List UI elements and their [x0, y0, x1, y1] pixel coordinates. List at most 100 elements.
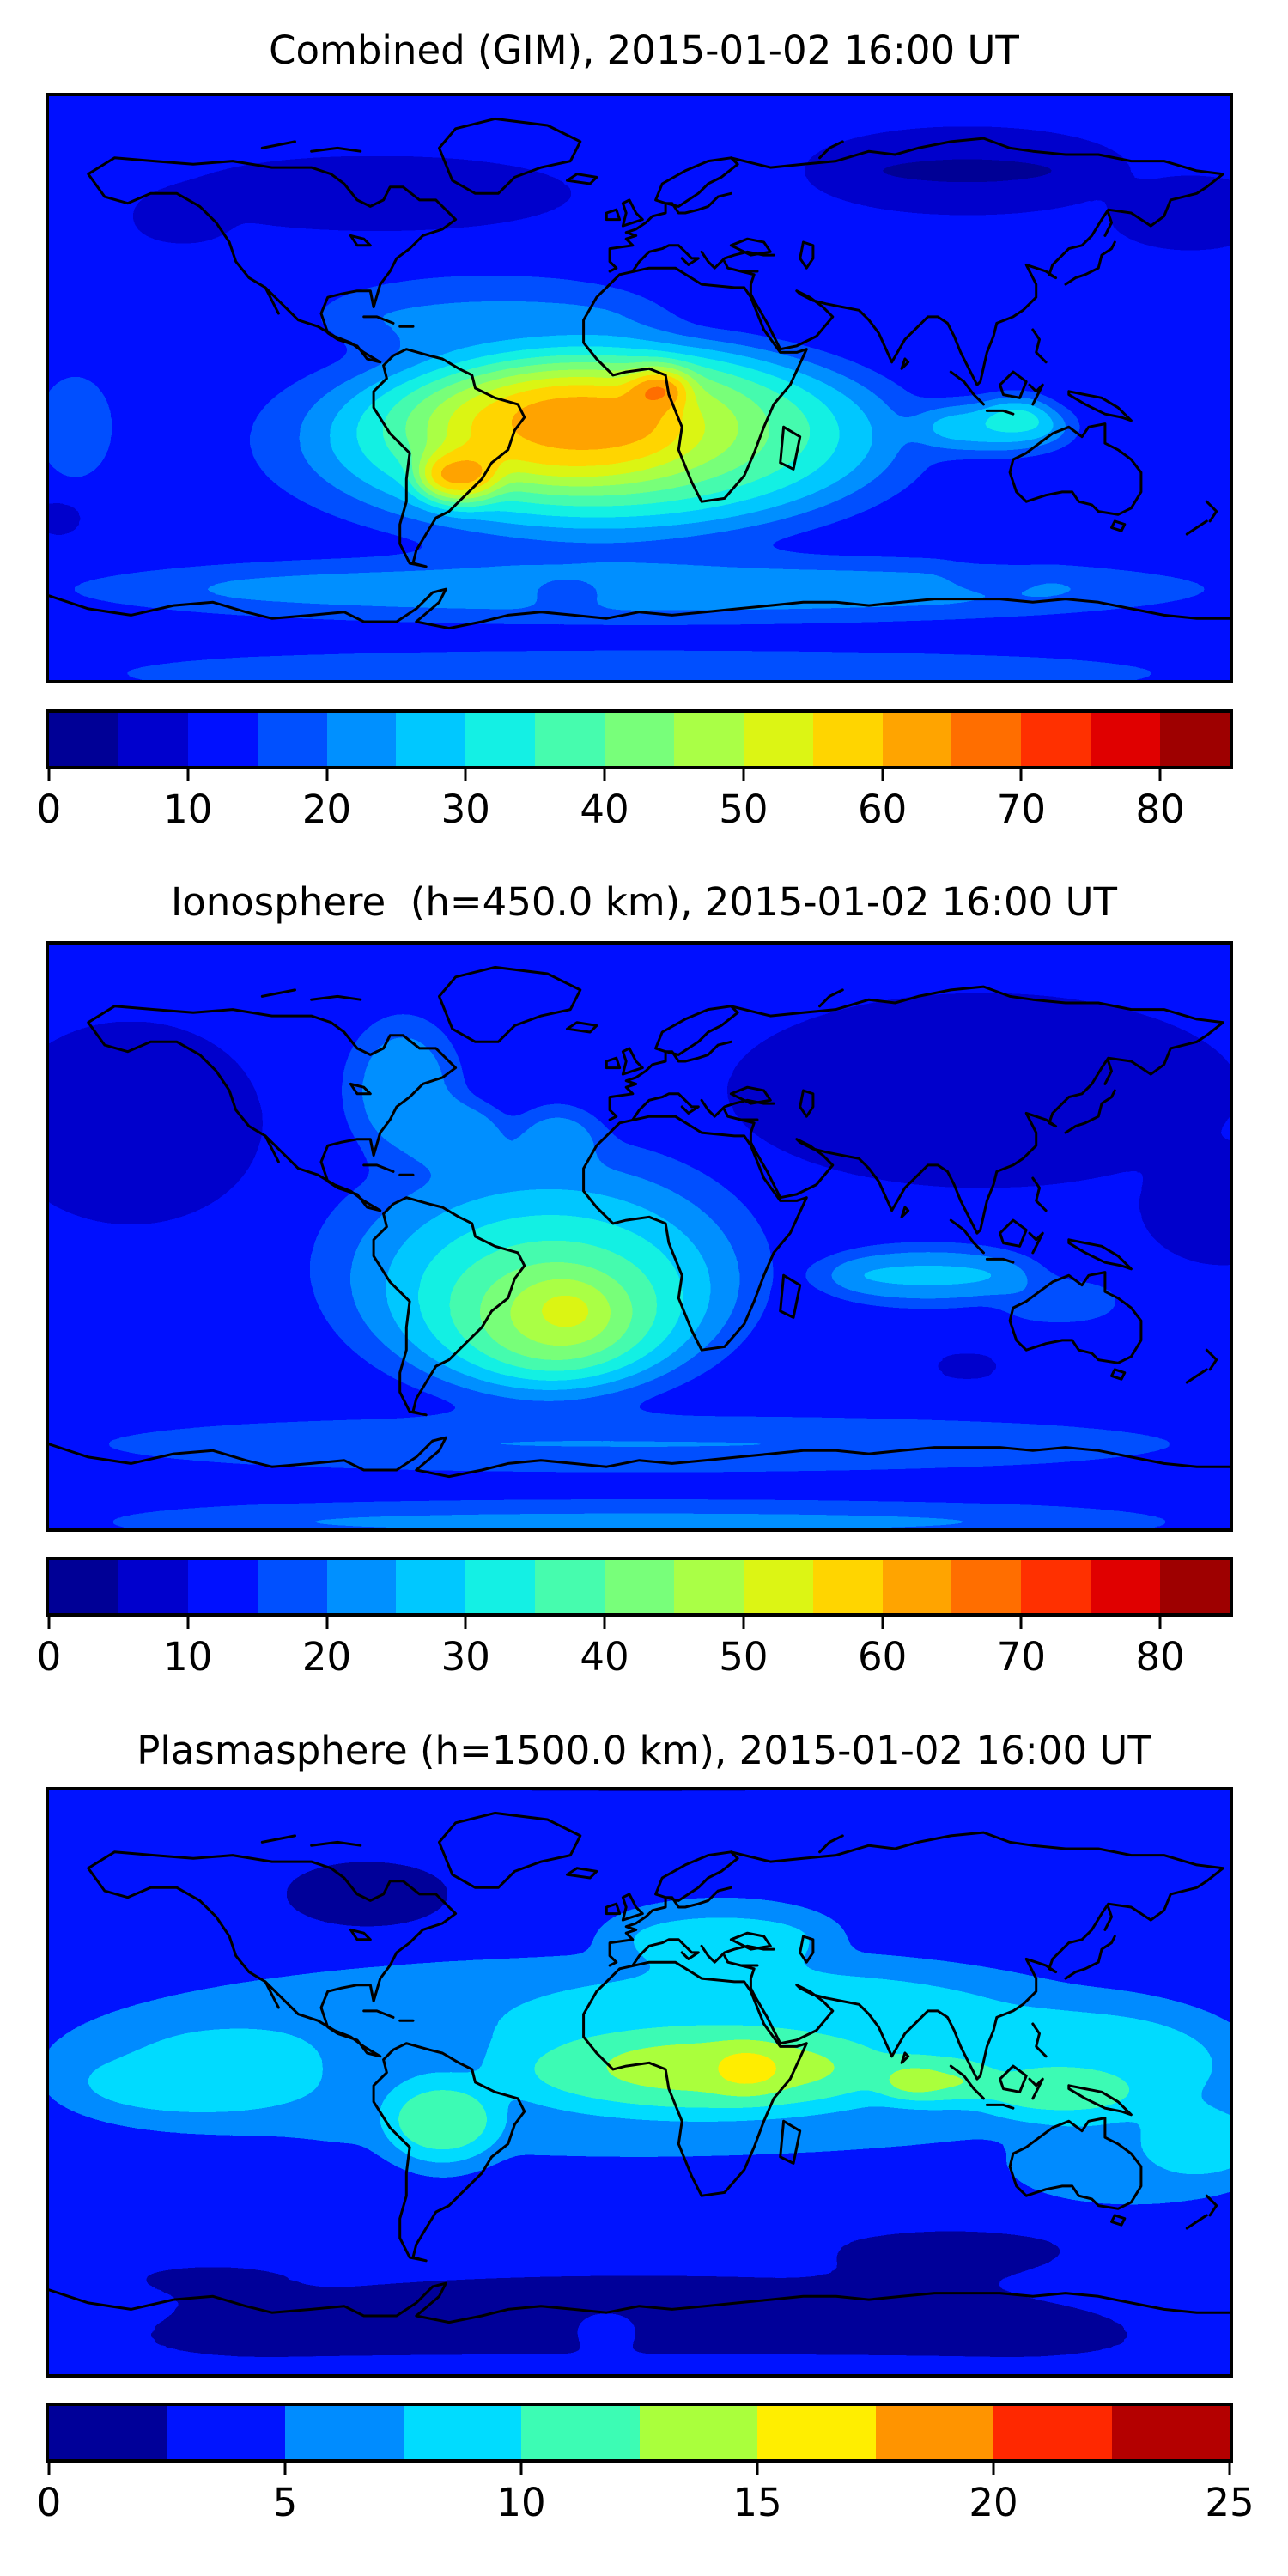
colorbar-tick: [47, 768, 51, 781]
panel3-title: Plasmasphere (h=1500.0 km), 2015-01-02 1…: [137, 1728, 1151, 1773]
colorbar-segment: [605, 713, 674, 766]
colorbar-tick: [464, 1615, 467, 1629]
colorbar-segment: [812, 713, 883, 766]
colorbar-tick-label: 20: [301, 1634, 352, 1680]
colorbar-tick: [603, 768, 606, 781]
colorbar-segment: [535, 1560, 605, 1613]
colorbar-tick: [1158, 1615, 1162, 1629]
colorbar-tick-label: 40: [580, 787, 629, 832]
colorbar-tick-label: 80: [1135, 1634, 1185, 1680]
colorbar-tick-label: 25: [1205, 2480, 1255, 2525]
colorbar-tick: [1158, 768, 1162, 781]
colorbar-tick: [47, 1615, 51, 1629]
colorbar-tick-label: 20: [301, 787, 352, 832]
colorbar-segment: [673, 713, 744, 766]
colorbar-tick-label: 15: [732, 2480, 782, 2525]
colorbar-tick: [186, 1615, 190, 1629]
colorbar-combined-gim: 0 10 20 30 40 50 60 70 80: [37, 709, 1233, 831]
colorbar-segment: [605, 1560, 674, 1613]
colorbar-segment: [673, 1560, 744, 1613]
colorbar-tick-label: 50: [719, 1634, 769, 1680]
colorbar-segment: [1091, 713, 1160, 766]
colorbar-segment: [521, 2406, 640, 2459]
colorbar-tick-label: 40: [580, 1634, 629, 1680]
colorbar-segment: [257, 1560, 327, 1613]
panel2-title: Ionosphere (h=450.0 km), 2015-01-02 16:0…: [170, 879, 1118, 925]
colorbar-tick-label: 5: [272, 2480, 298, 2525]
coastlines: [49, 1811, 1230, 2324]
colorbar-tick: [881, 1615, 884, 1629]
colorbar-gradient: [49, 2406, 1230, 2459]
colorbar-segment: [396, 1560, 466, 1613]
colorbar-tick: [756, 2461, 759, 2475]
colorbar-tick-label: 30: [440, 1634, 490, 1680]
contour-field: [49, 1790, 1230, 2374]
colorbar-segment: [118, 1560, 188, 1613]
colorbar-tick-label: 30: [440, 787, 490, 832]
colorbar-segment: [49, 2406, 167, 2459]
colorbar-tick: [992, 2461, 995, 2475]
colorbar-segment: [875, 2406, 993, 2459]
colorbar-segment: [993, 2406, 1112, 2459]
colorbar-segment: [1091, 1560, 1160, 1613]
colorbar-segment: [639, 2406, 757, 2459]
colorbar-tick: [603, 1615, 606, 1629]
coastlines: [49, 965, 1230, 1479]
colorbar-tick-label: 50: [719, 787, 769, 832]
colorbar-tick-label: 0: [36, 2480, 62, 2525]
contour-field: [49, 96, 1230, 680]
colorbar-segment: [1021, 713, 1091, 766]
colorbar-segment: [257, 713, 327, 766]
colorbar-tick-label: 10: [496, 2480, 546, 2525]
colorbar-segment: [1160, 713, 1230, 766]
colorbar-segment: [326, 1560, 397, 1613]
colorbar-segment: [465, 1560, 536, 1613]
colorbar-segment: [118, 713, 188, 766]
colorbar-segment: [396, 713, 466, 766]
colorbar-tick: [742, 1615, 745, 1629]
panel1-title: Combined (GIM), 2015-01-02 16:00 UT: [269, 27, 1019, 73]
colorbar-segment: [326, 713, 397, 766]
colorbar-segment: [882, 713, 952, 766]
colorbar-tick: [1019, 1615, 1023, 1629]
colorbar-plasmasphere: 0 5 10 15 20 25: [37, 2403, 1255, 2524]
colorbar-tick-label: 20: [969, 2480, 1018, 2525]
coastlines: [49, 117, 1230, 630]
colorbar-segment: [951, 713, 1022, 766]
colorbar-segment: [812, 1560, 883, 1613]
colorbar-segment: [743, 713, 813, 766]
colorbar-tick-label: 0: [36, 787, 62, 832]
colorbar-segment: [187, 1560, 258, 1613]
colorbar-segment: [285, 2406, 404, 2459]
colorbar-tick: [881, 768, 884, 781]
map-plasmasphere-svg: [49, 1790, 1230, 2374]
colorbar-tick-label: 0: [36, 1634, 62, 1680]
colorbar-tick: [325, 1615, 329, 1629]
colorbar-segment: [743, 1560, 813, 1613]
colorbar-segment: [465, 713, 536, 766]
colorbar-tick-label: 70: [996, 787, 1046, 832]
colorbar-tick-label: 60: [857, 1634, 908, 1680]
map-ionosphere-svg: [49, 945, 1230, 1528]
colorbar-tick-label: 80: [1135, 787, 1185, 832]
colorbar-tick-label: 70: [996, 1634, 1046, 1680]
colorbar-gradient: [49, 1560, 1230, 1613]
colorbar-tick: [186, 768, 190, 781]
colorbar-tick: [325, 768, 329, 781]
colorbar-segment: [535, 713, 605, 766]
colorbar-segment: [187, 713, 258, 766]
colorbar-segment: [1160, 1560, 1230, 1613]
map-combined-gim: [46, 93, 1233, 683]
colorbar-tick: [47, 2461, 51, 2475]
colorbar-segment: [951, 1560, 1022, 1613]
colorbar-tick: [1019, 768, 1023, 781]
colorbar-tick: [519, 2461, 523, 2475]
colorbar-segment: [757, 2406, 876, 2459]
colorbar-tick-label: 10: [163, 787, 213, 832]
colorbar-segment: [49, 1560, 118, 1613]
colorbar-ionosphere: 0 10 20 30 40 50 60 70 80: [37, 1557, 1233, 1679]
colorbar-segment: [1111, 2406, 1230, 2459]
colorbar-segment: [1021, 1560, 1091, 1613]
colorbar-segment: [49, 713, 118, 766]
colorbar-tick: [1228, 2461, 1231, 2475]
